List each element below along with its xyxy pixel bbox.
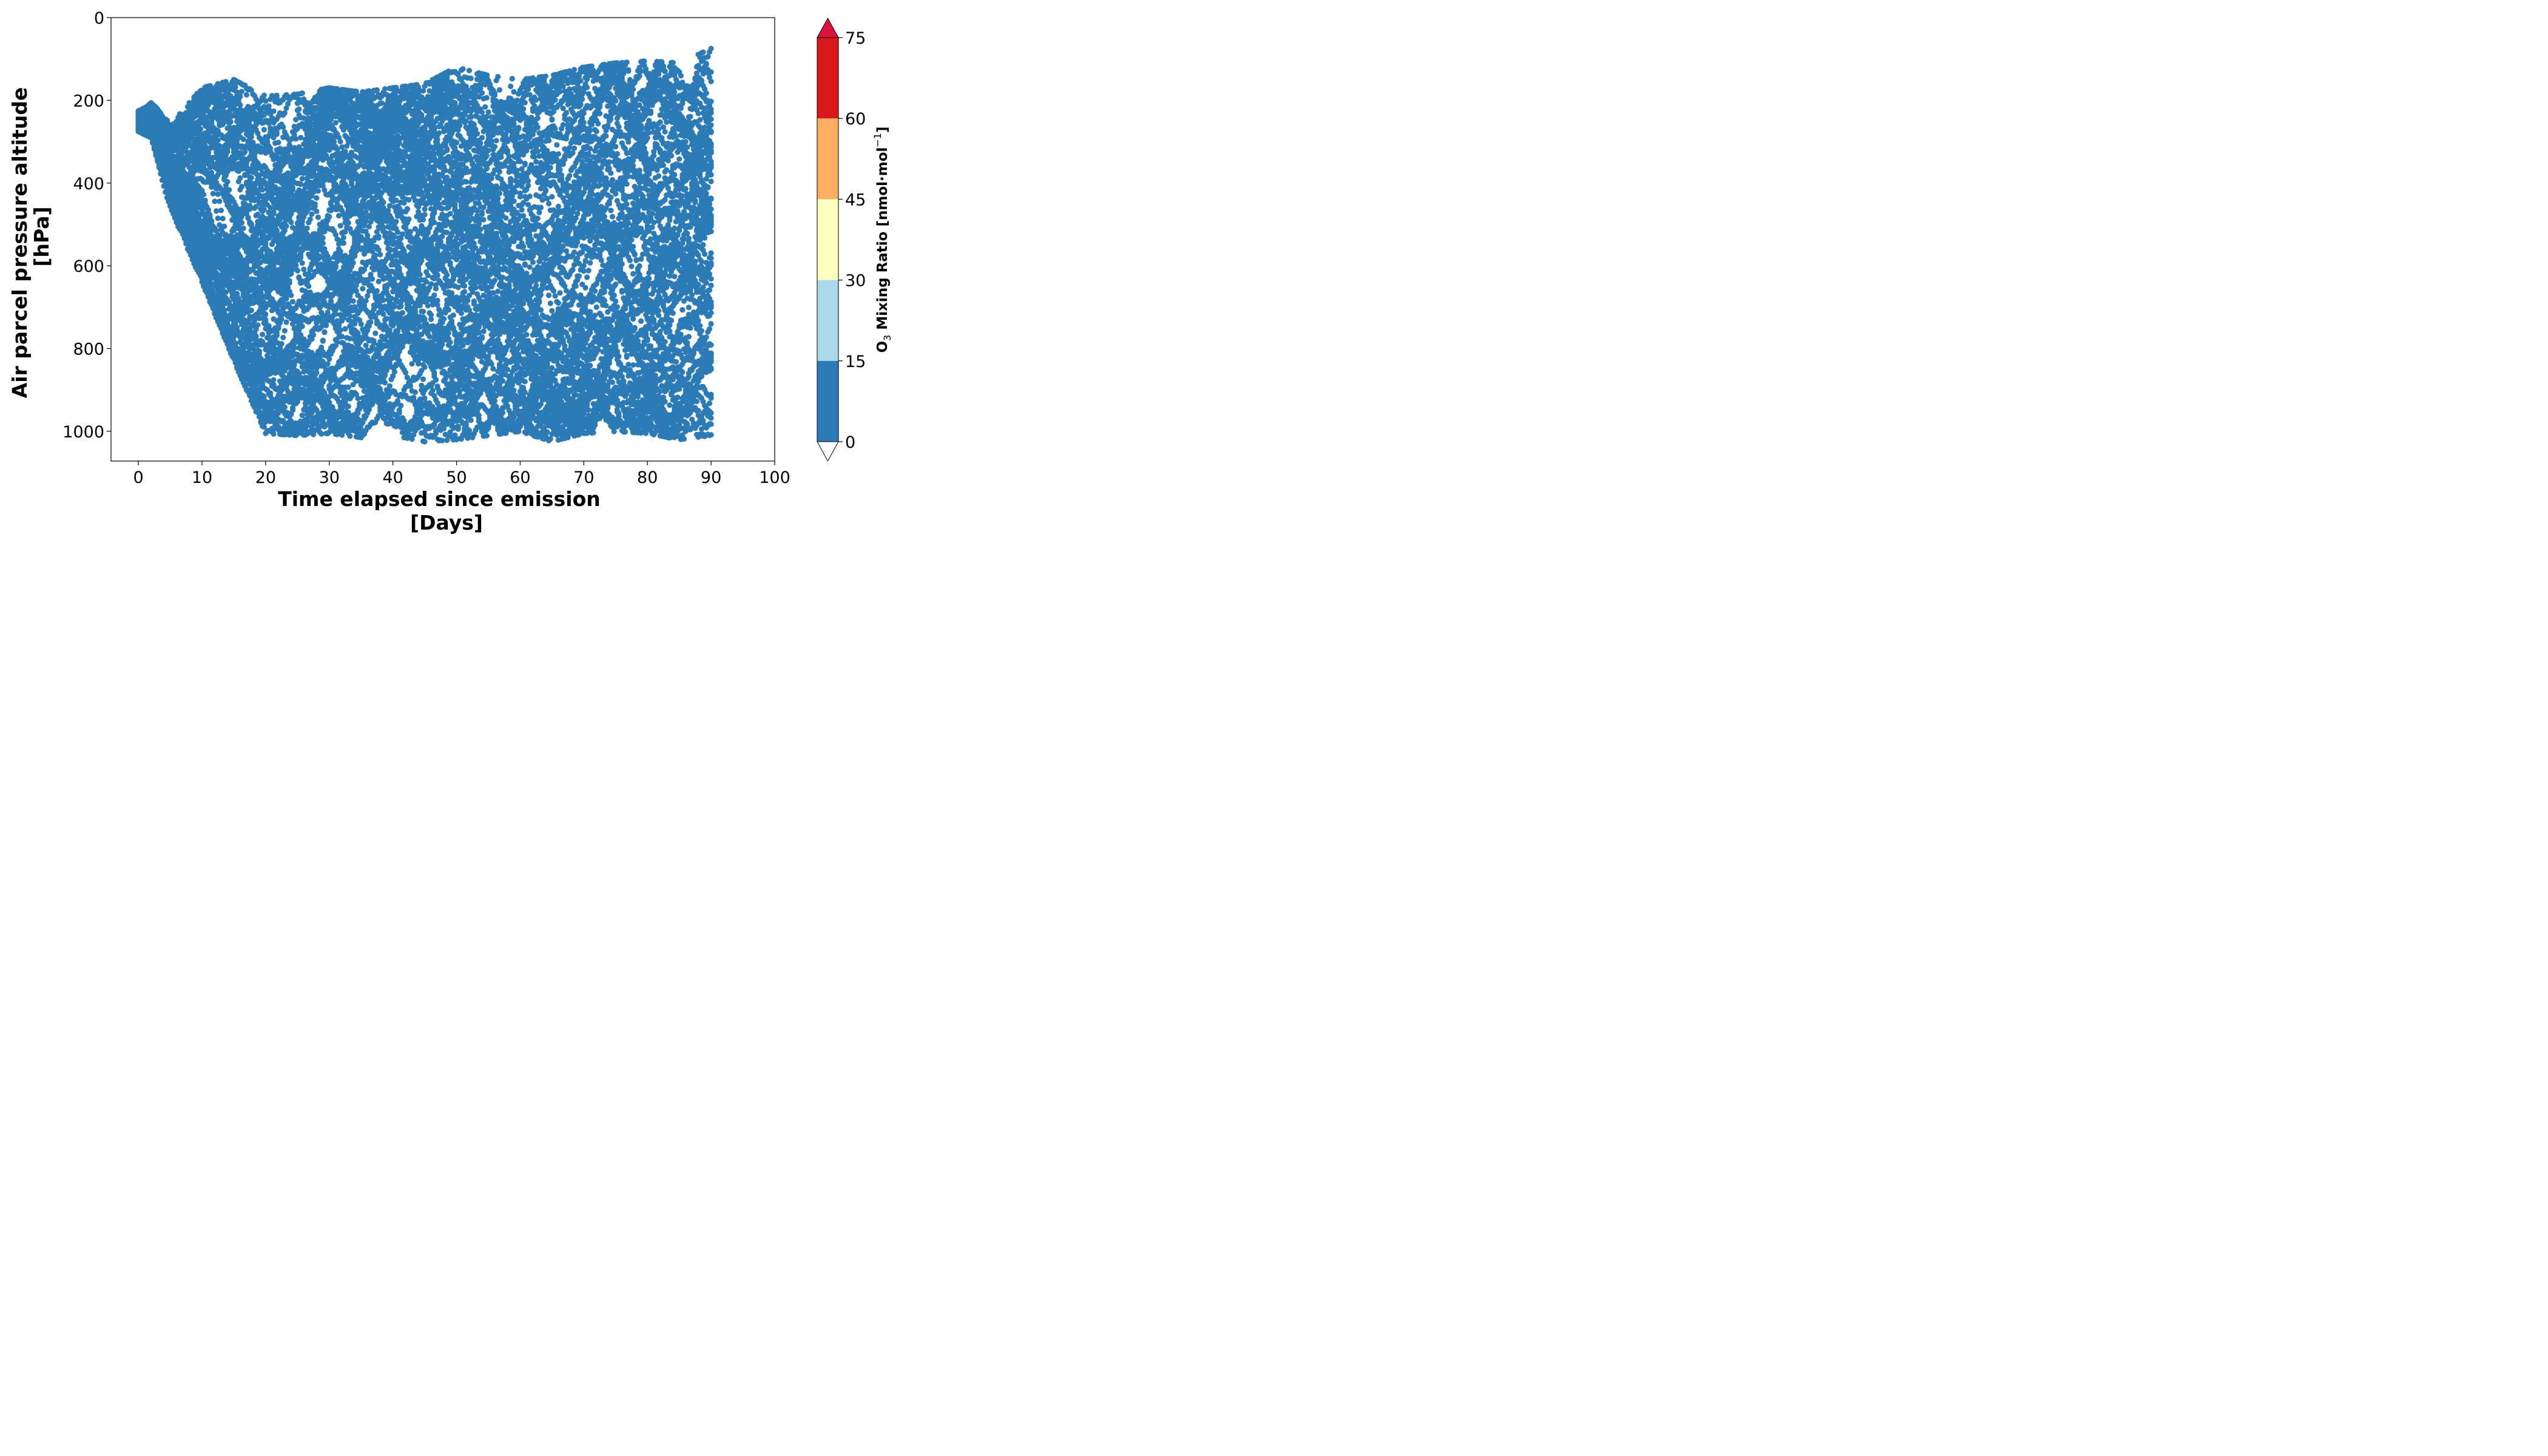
data-point: [420, 376, 426, 382]
data-point: [490, 366, 496, 372]
data-point: [708, 282, 714, 289]
data-point: [629, 263, 635, 269]
data-point: [488, 361, 494, 367]
data-point: [570, 267, 576, 273]
data-point: [630, 271, 636, 277]
data-point: [347, 155, 353, 161]
data-point: [466, 67, 473, 73]
data-point: [299, 176, 305, 182]
data-point: [426, 400, 433, 406]
data-point: [705, 288, 711, 294]
data-point: [571, 262, 578, 268]
data-point: [708, 309, 714, 316]
data-point: [698, 300, 704, 306]
data-point: [609, 214, 616, 220]
data-point: [442, 309, 448, 316]
data-point: [627, 257, 633, 263]
data-point: [560, 243, 566, 249]
data-point: [255, 322, 261, 328]
chart: 0 10 20 30 40 50 60 70 80 90 100 02004006008001000…: [8, 9, 893, 534]
data-point: [608, 207, 614, 214]
data-point: [584, 253, 590, 259]
data-point: [382, 233, 388, 239]
data-point: [439, 437, 445, 443]
scatter-points: [135, 46, 714, 445]
data-point: [347, 433, 353, 439]
data-point: [337, 138, 343, 144]
data-point: [444, 301, 450, 308]
data-point: [496, 169, 503, 175]
data-point: [281, 328, 288, 334]
data-point: [339, 144, 345, 150]
data-point: [667, 402, 673, 408]
data-point: [372, 195, 379, 201]
data-point: [280, 334, 286, 341]
data-point: [468, 75, 474, 81]
data-point: [638, 318, 644, 325]
data-point: [651, 348, 657, 354]
data-point: [283, 319, 289, 325]
data-point: [667, 273, 673, 279]
data-point: [703, 98, 709, 104]
data-point: [500, 378, 506, 384]
data-point: [422, 439, 428, 445]
data-point: [283, 413, 289, 419]
